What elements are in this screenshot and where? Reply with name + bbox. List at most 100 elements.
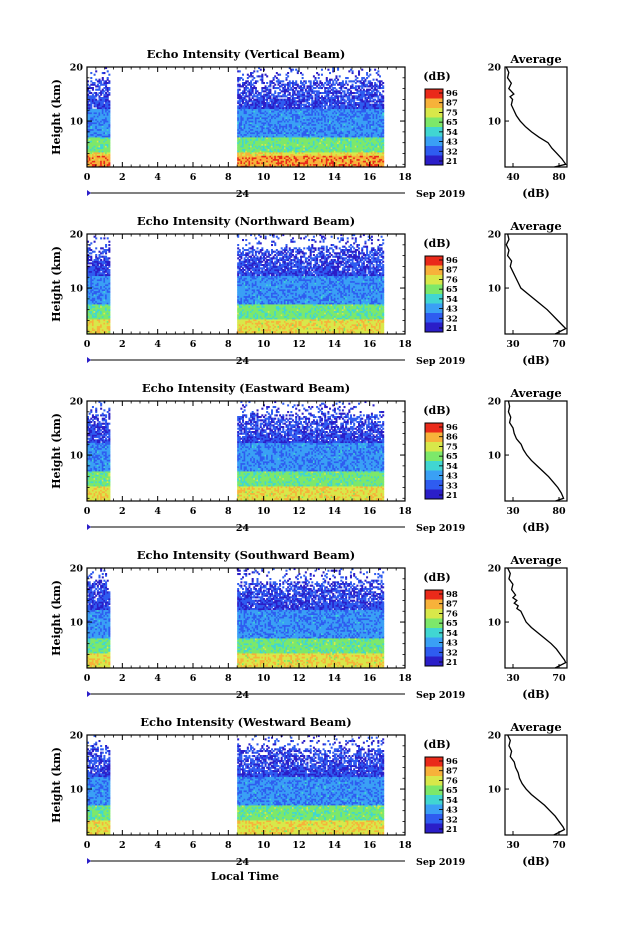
heatmap-cell — [88, 148, 91, 151]
heatmap-cell — [90, 113, 93, 116]
heatmap-cell — [364, 152, 367, 155]
heatmap-cell — [322, 142, 325, 145]
heatmap-cell — [296, 158, 299, 161]
heatmap-cell — [100, 112, 103, 115]
heatmap-cell — [103, 133, 106, 136]
heatmap-cell — [95, 122, 98, 125]
heatmap-cell — [259, 130, 262, 133]
heatmap-cell — [380, 125, 383, 128]
heatmap-cell — [308, 163, 311, 166]
heatmap-cell — [380, 145, 383, 148]
heatmap-cell — [253, 163, 256, 166]
heatmap-cell — [353, 163, 356, 166]
heatmap-cell — [298, 155, 301, 158]
heatmap-cell — [101, 120, 104, 123]
heatmap-cell — [351, 125, 354, 128]
heatmap-cell — [345, 162, 348, 165]
heatmap-cell — [98, 82, 101, 85]
heatmap-cell — [271, 128, 274, 131]
heatmap-cell — [98, 97, 101, 100]
heatmap-cell — [293, 135, 296, 138]
heatmap-cell — [290, 135, 293, 138]
heatmap-cell — [106, 113, 109, 116]
heatmap-cell — [322, 128, 325, 131]
heatmap-cell — [280, 150, 283, 153]
heatmap-cell — [251, 148, 254, 151]
heatmap-cell — [375, 150, 378, 153]
heatmap-cell — [91, 130, 94, 133]
heatmap-cell — [275, 135, 278, 138]
heatmap-cell — [309, 152, 312, 155]
heatmap-cell — [240, 122, 243, 125]
heatmap-cell — [364, 133, 367, 136]
heatmap-cell — [96, 140, 99, 143]
heatmap-cell — [245, 160, 248, 163]
heatmap-cell — [330, 133, 333, 136]
heatmap-cell — [372, 147, 375, 150]
heatmap-cell — [361, 163, 364, 166]
heatmap-cell — [333, 122, 336, 125]
heatmap-cell — [256, 148, 259, 151]
heatmap-cell — [348, 132, 351, 135]
heatmap-cell — [101, 145, 104, 148]
heatmap-cell — [293, 153, 296, 156]
heatmap-cell — [362, 130, 365, 133]
heatmap-cell — [353, 153, 356, 156]
heatmap-cell — [345, 142, 348, 145]
heatmap-cell — [319, 80, 322, 83]
heatmap-cell — [303, 142, 306, 145]
heatmap-cell — [335, 127, 338, 130]
heatmap-cell — [258, 127, 261, 130]
heatmap-cell — [374, 130, 377, 133]
heatmap-cell — [237, 140, 240, 143]
heatmap-cell — [353, 142, 356, 145]
heatmap-cell — [93, 140, 96, 143]
heatmap-cell — [91, 155, 94, 158]
heatmap-cell — [372, 163, 375, 166]
heatmap-cell — [341, 135, 344, 138]
heatmap-cell — [359, 137, 362, 140]
heatmap-cell — [361, 120, 364, 123]
heatmap-cell — [246, 147, 249, 150]
heatmap-cell — [332, 162, 335, 165]
heatmap-cell — [287, 148, 290, 151]
heatmap-cell — [90, 125, 93, 128]
heatmap-cell — [274, 140, 277, 143]
heatmap-cell — [87, 110, 90, 113]
heatmap-cell — [340, 132, 343, 135]
heatmap-cell — [366, 130, 369, 133]
heatmap-cell — [288, 127, 291, 130]
heatmap-cell — [91, 140, 94, 143]
heatmap-cell — [108, 87, 111, 90]
heatmap-cell — [93, 73, 96, 76]
heatmap-cell — [332, 133, 335, 136]
heatmap-cell — [382, 157, 385, 160]
heatmap-cell — [108, 102, 111, 105]
heatmap-cell — [93, 145, 96, 148]
heatmap-cell — [330, 120, 333, 123]
heatmap-cell — [372, 133, 375, 136]
heatmap-cell — [280, 128, 283, 131]
heatmap-cell — [267, 152, 270, 155]
heatmap-cell — [98, 147, 101, 150]
heatmap-cell — [296, 128, 299, 131]
heatmap-cell — [101, 102, 104, 105]
heatmap-cell — [93, 157, 96, 160]
heatmap-cell — [290, 140, 293, 143]
heatmap-cell — [372, 152, 375, 155]
heatmap-cell — [375, 153, 378, 156]
heatmap-cell — [240, 165, 243, 168]
heatmap-cell — [295, 160, 298, 163]
heatmap-cell — [250, 157, 253, 160]
heatmap-cell — [100, 137, 103, 140]
heatmap-cell — [106, 118, 109, 121]
heatmap-cell — [300, 125, 303, 128]
heatmap-cell — [98, 165, 101, 168]
heatmap-cell — [296, 133, 299, 136]
heatmap-cell — [246, 158, 249, 161]
heatmap-cell — [309, 153, 312, 156]
heatmap-cell — [296, 140, 299, 143]
heatmap-cell — [254, 145, 257, 148]
heatmap-cell — [362, 138, 365, 141]
heatmap-cell — [335, 155, 338, 158]
